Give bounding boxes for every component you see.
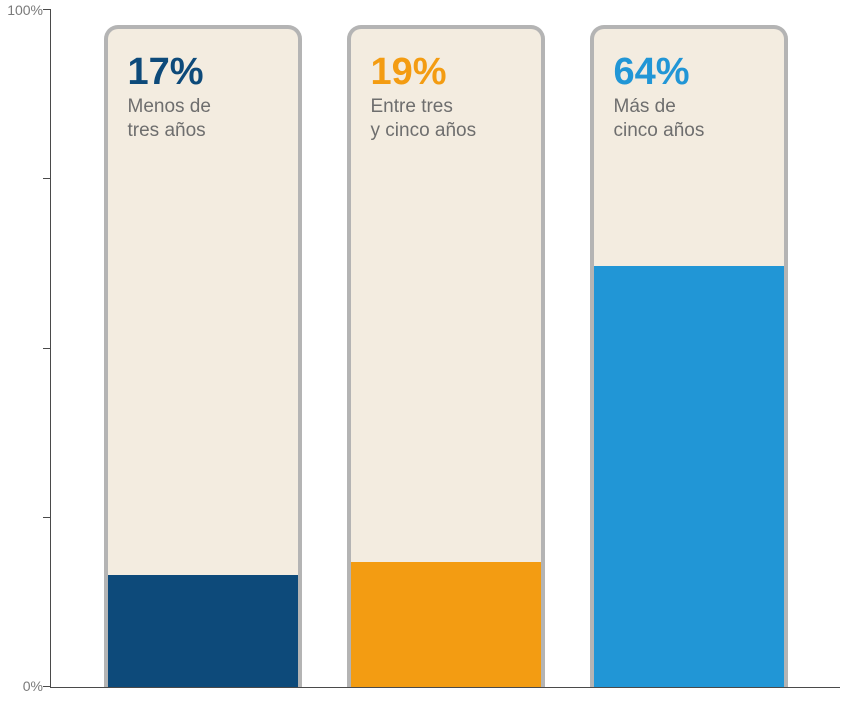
y-tick — [43, 348, 51, 349]
bar-value: 64% — [614, 53, 768, 91]
y-tick — [43, 178, 51, 179]
bar-label: 19% Entre tres y cinco años — [371, 53, 525, 143]
bar-description: Menos de tres años — [128, 95, 282, 143]
bar-description: Entre tres y cinco años — [371, 95, 525, 143]
bar-mas-de-cinco: 64% Más de cinco años — [590, 25, 788, 687]
bar-fill — [351, 562, 541, 687]
y-tick — [43, 517, 51, 518]
bar-label: 17% Menos de tres años — [128, 53, 282, 143]
plot-area: 17% Menos de tres años 19% Entre tres y … — [50, 10, 840, 688]
y-axis-max-label: 100% — [7, 2, 43, 18]
y-tick — [43, 9, 51, 10]
y-tick — [43, 686, 51, 687]
bar-fill — [108, 575, 298, 687]
bar-menos-de-tres: 17% Menos de tres años — [104, 25, 302, 687]
bar-fill — [594, 266, 784, 687]
bar-chart: 100% 0% 17% Menos de tres años 19% Entre… — [0, 0, 853, 713]
bar-description: Más de cinco años — [614, 95, 768, 143]
bar-entre-tres-cinco: 19% Entre tres y cinco años — [347, 25, 545, 687]
y-axis-min-label: 0% — [23, 678, 43, 694]
bars-row: 17% Menos de tres años 19% Entre tres y … — [51, 10, 840, 687]
bar-label: 64% Más de cinco años — [614, 53, 768, 143]
bar-value: 17% — [128, 53, 282, 91]
bar-value: 19% — [371, 53, 525, 91]
